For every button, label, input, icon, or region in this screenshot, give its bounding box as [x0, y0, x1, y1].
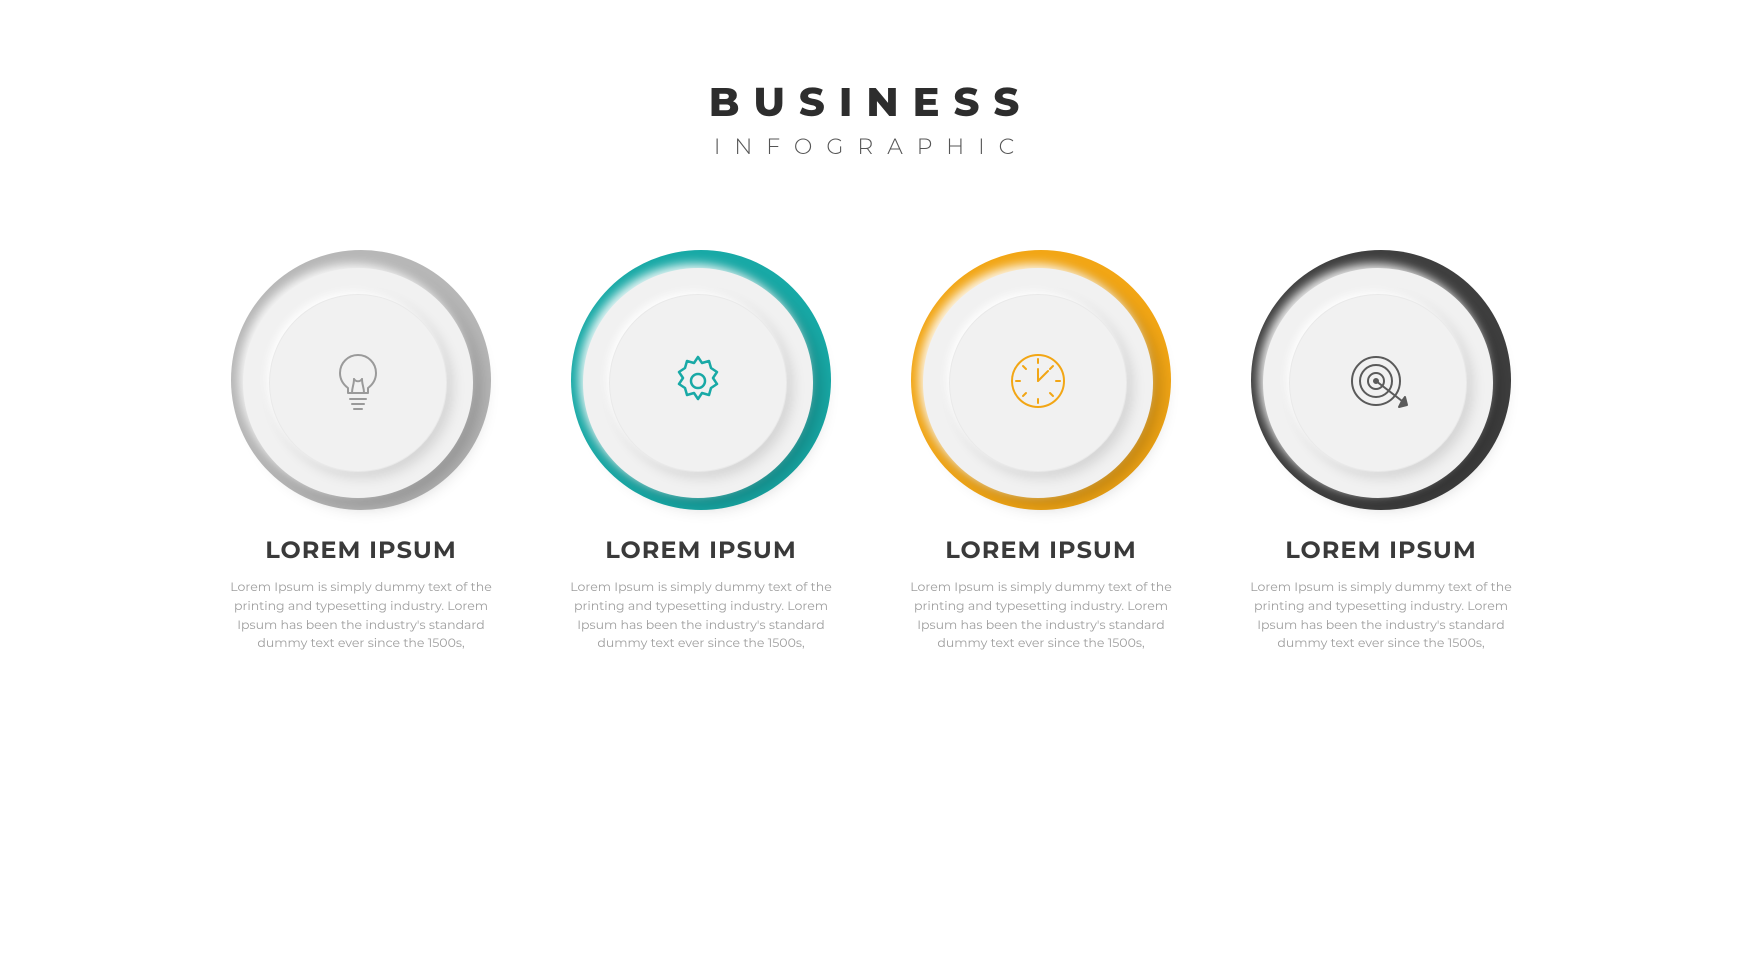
- step-2-title: LOREM IPSUM: [561, 536, 841, 565]
- step-4-disc-in: [1289, 294, 1467, 472]
- step-1-disc-in: [269, 294, 447, 472]
- step-3-disc-in: [949, 294, 1127, 472]
- step-3-desc: Lorem Ipsum is simply dummy text of the …: [901, 579, 1181, 654]
- clock-icon: [1006, 349, 1070, 418]
- step-4-medal: [1251, 250, 1511, 510]
- subtitle: INFOGRAPHIC: [0, 133, 1742, 160]
- step-4: LOREM IPSUM Lorem Ipsum is simply dummy …: [1241, 250, 1521, 654]
- gear-icon: [666, 349, 730, 418]
- step-3-medal: [911, 250, 1171, 510]
- step-1-medal: [231, 250, 491, 510]
- lightbulb-icon: [326, 349, 390, 418]
- step-1-desc: Lorem Ipsum is simply dummy text of the …: [221, 579, 501, 654]
- step-3-title: LOREM IPSUM: [901, 536, 1181, 565]
- step-2-medal: [571, 250, 831, 510]
- step-3: LOREM IPSUM Lorem Ipsum is simply dummy …: [901, 250, 1181, 654]
- step-1: LOREM IPSUM Lorem Ipsum is simply dummy …: [221, 250, 501, 654]
- step-4-title: LOREM IPSUM: [1241, 536, 1521, 565]
- step-2-desc: Lorem Ipsum is simply dummy text of the …: [561, 579, 841, 654]
- steps-row: LOREM IPSUM Lorem Ipsum is simply dummy …: [0, 250, 1742, 654]
- step-2: LOREM IPSUM Lorem Ipsum is simply dummy …: [561, 250, 841, 654]
- step-1-title: LOREM IPSUM: [221, 536, 501, 565]
- main-title: BUSINESS: [0, 78, 1742, 127]
- target-icon: [1346, 349, 1410, 418]
- step-2-disc-in: [609, 294, 787, 472]
- step-4-desc: Lorem Ipsum is simply dummy text of the …: [1241, 579, 1521, 654]
- header: BUSINESS INFOGRAPHIC: [0, 0, 1742, 160]
